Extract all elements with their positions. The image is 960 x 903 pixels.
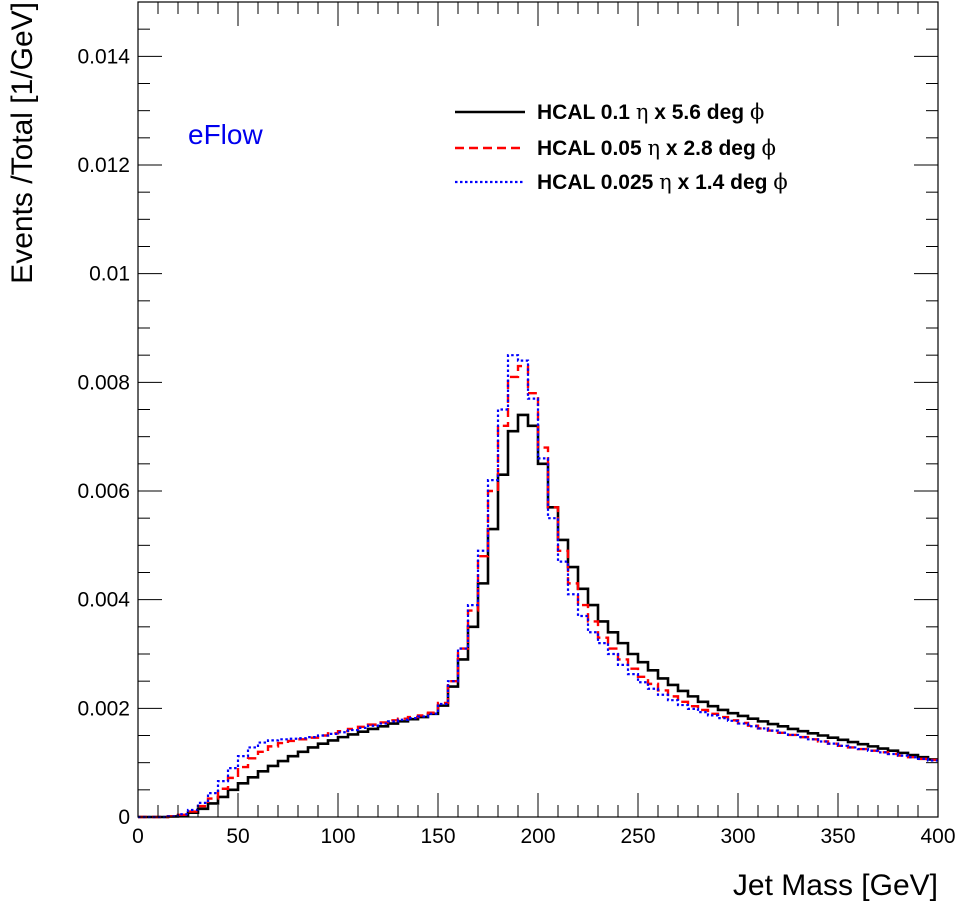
y-tick-label: 0.012 xyxy=(77,154,130,177)
legend-label-3: HCAL 0.025 η x 1.4 deg ϕ xyxy=(537,170,788,194)
x-tick-label: 200 xyxy=(520,825,555,848)
x-tick-label: 50 xyxy=(226,825,249,848)
series-line-3 xyxy=(138,354,938,819)
y-tick-label: 0.008 xyxy=(77,371,130,394)
legend-label-1: HCAL 0.1 η x 5.6 deg ϕ xyxy=(537,100,764,124)
eflow-annotation: eFlow xyxy=(188,119,263,150)
legend-label-2: HCAL 0.05 η x 2.8 deg ϕ xyxy=(537,136,776,160)
y-tick-label: 0 xyxy=(118,806,130,829)
y-tick-label: 0.014 xyxy=(77,45,130,68)
series-line-1 xyxy=(138,413,938,819)
x-tick-label: 0 xyxy=(132,825,144,848)
tick-labels-layer: 0 50 100 150 200 250 300 350 400 0 0.002 0.004 0.006… xyxy=(77,45,955,848)
y-tick-label: 0.002 xyxy=(77,697,130,720)
legend: HCAL 0.1 η x 5.6 deg ϕ HCAL 0.05 η x 2.8 … xyxy=(455,100,788,194)
y-tick-label: 0.01 xyxy=(89,263,130,286)
x-tick-label: 100 xyxy=(320,825,355,848)
series-layer xyxy=(138,354,938,819)
x-tick-label: 250 xyxy=(620,825,655,848)
x-tick-label: 150 xyxy=(420,825,455,848)
x-tick-label: 300 xyxy=(720,825,755,848)
y-axis-title: Events /Total [1/GeV] xyxy=(6,2,39,284)
x-tick-label: 350 xyxy=(820,825,855,848)
y-tick-label: 0.006 xyxy=(77,480,130,503)
ticks-layer xyxy=(137,1,939,818)
x-tick-label: 400 xyxy=(920,825,955,848)
y-tick-label: 0.004 xyxy=(77,589,130,612)
x-axis-title: Jet Mass [GeV] xyxy=(733,869,938,902)
